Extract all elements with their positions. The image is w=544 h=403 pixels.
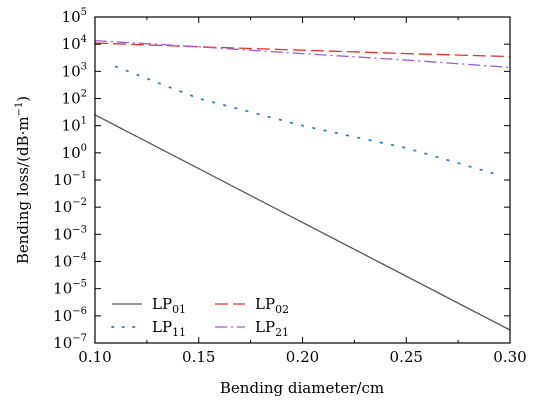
y-axis-title: Bending loss/(dB·m−1) — [14, 96, 32, 264]
legend-label-lp11: LP11 — [152, 318, 186, 339]
y-tick-label: 104 — [62, 34, 87, 53]
x-tick-label: 0.10 — [78, 348, 111, 366]
x-axis-title: Bending diameter/cm — [220, 379, 384, 397]
x-tick-label: 0.15 — [182, 348, 215, 366]
y-tick-label: 10−7 — [53, 333, 87, 352]
series-line-lp01 — [94, 114, 511, 331]
axis-tick-labels: 0.10 0.15 0.20 0.25 0.30 10−7 10−6 10−5 10−4 10−3… — [53, 7, 527, 366]
axis-ticks — [94, 16, 511, 344]
y-axis-title-main: Bending loss/(dB·m — [14, 116, 32, 264]
y-axis-title-superscript: −1 — [14, 102, 25, 117]
y-tick-label: 10−1 — [53, 170, 87, 189]
x-tick-label: 0.20 — [286, 348, 319, 366]
x-tick-label: 0.30 — [493, 348, 526, 366]
series-line-lp11 — [114, 65, 501, 177]
series-lines — [94, 39, 511, 331]
y-tick-label: 103 — [62, 61, 87, 80]
y-tick-label: 10−3 — [53, 224, 87, 243]
legend-label-lp02: LP02 — [255, 295, 289, 316]
y-tick-label: 10−6 — [53, 306, 87, 325]
x-tick-label: 0.25 — [390, 348, 423, 366]
legend-label-lp01: LP01 — [152, 295, 186, 316]
y-tick-label: 102 — [62, 89, 87, 108]
y-tick-label: 10−4 — [53, 252, 87, 271]
legend-box — [103, 292, 313, 340]
legend-label-lp21: LP21 — [255, 318, 289, 339]
y-tick-label: 105 — [62, 7, 87, 26]
y-tick-label: 10−2 — [53, 197, 87, 216]
y-axis-title-close: ) — [14, 96, 32, 102]
y-tick-label: 101 — [62, 116, 87, 135]
series-line-lp02 — [94, 42, 511, 58]
legend: LP01 LP02 LP11 LP21 — [103, 292, 313, 340]
y-tick-label: 10−5 — [53, 279, 87, 298]
series-line-lp21 — [94, 39, 511, 69]
y-tick-label: 100 — [62, 143, 87, 162]
